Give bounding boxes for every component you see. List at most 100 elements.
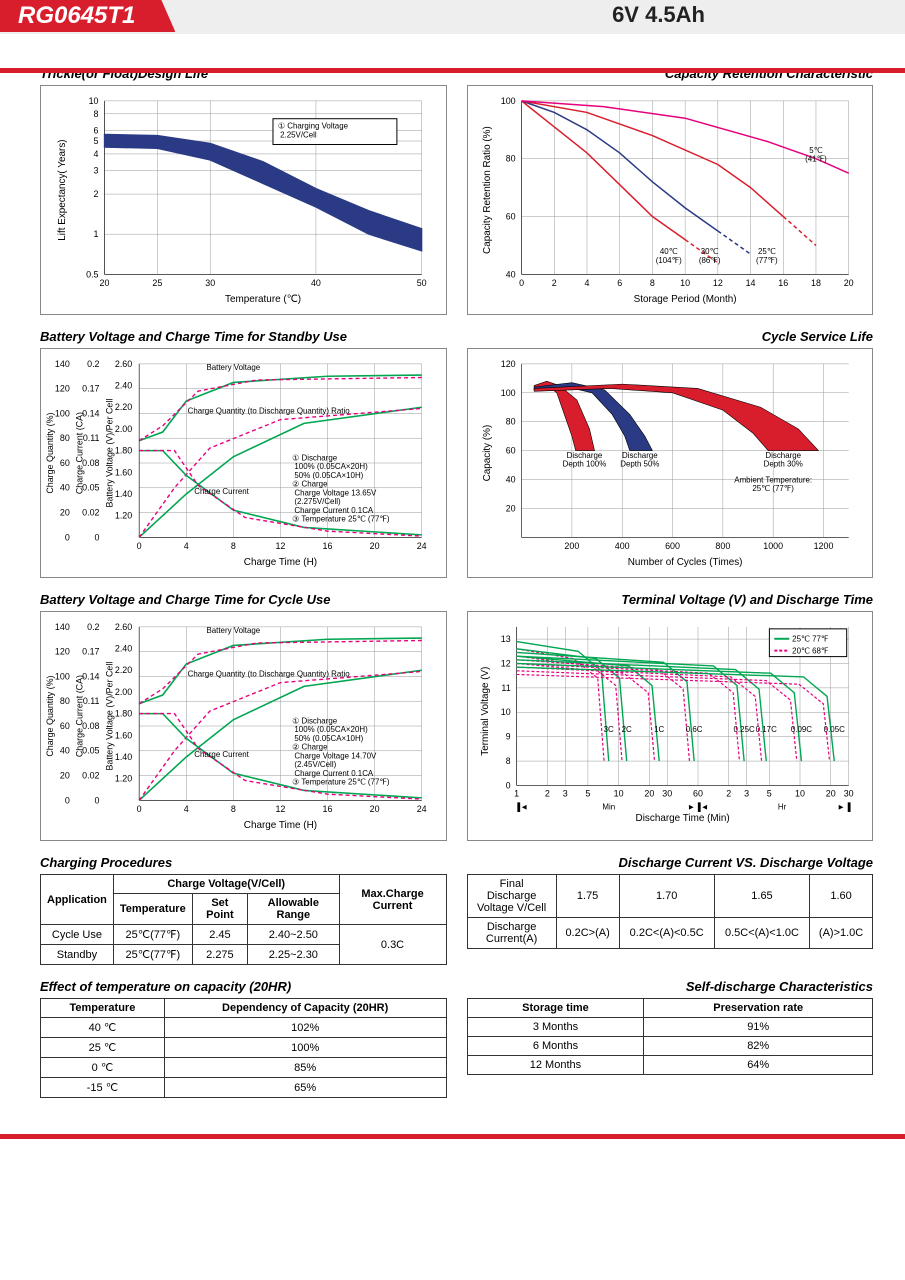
svg-text:0.17: 0.17: [82, 647, 99, 657]
svg-text:10: 10: [613, 788, 623, 798]
header-spec: 6V 4.5Ah: [612, 2, 705, 28]
svg-text:100: 100: [500, 96, 515, 106]
svg-text:3: 3: [562, 788, 567, 798]
svg-text:40: 40: [60, 483, 70, 493]
svg-text:1000: 1000: [763, 541, 783, 551]
svg-text:Capacity (%): Capacity (%): [481, 425, 492, 482]
svg-text:Hr: Hr: [777, 802, 786, 811]
svg-text:Terminal Voltage (V): Terminal Voltage (V): [479, 667, 490, 756]
header: RG0645T1 6V 4.5Ah: [0, 0, 905, 48]
svg-text:20: 20: [843, 278, 853, 288]
svg-text:0: 0: [519, 278, 524, 288]
svg-text:25: 25: [152, 278, 162, 288]
svg-text:1: 1: [514, 788, 519, 798]
svg-text:0.14: 0.14: [82, 408, 99, 418]
svg-text:0.08: 0.08: [82, 458, 99, 468]
svg-text:16: 16: [323, 541, 333, 551]
svg-text:2.60: 2.60: [115, 622, 132, 632]
svg-text:Number of Cycles (Times): Number of Cycles (Times): [627, 557, 742, 568]
svg-text:11: 11: [501, 683, 510, 693]
chart-title-discharge: Terminal Voltage (V) and Discharge Time: [467, 592, 874, 607]
svg-text:0.2: 0.2: [87, 359, 99, 369]
svg-text:0.05: 0.05: [82, 483, 99, 493]
chart-title-cyclelife: Cycle Service Life: [467, 329, 874, 344]
svg-text:0.11: 0.11: [83, 433, 100, 443]
svg-text:0: 0: [95, 532, 100, 542]
svg-text:5: 5: [94, 136, 99, 146]
svg-text:8: 8: [94, 109, 99, 119]
svg-text:10: 10: [795, 788, 805, 798]
svg-text:24: 24: [417, 804, 427, 814]
svg-text:9: 9: [505, 732, 510, 742]
svg-text:12: 12: [500, 658, 510, 668]
chart-trickle: 20253040500.5123456810Lift Expectancy( Y…: [40, 85, 447, 315]
svg-text:2: 2: [726, 788, 731, 798]
svg-text:►▐: ►▐: [837, 801, 851, 812]
svg-text:30: 30: [662, 788, 672, 798]
svg-text:0: 0: [95, 795, 100, 805]
table-title-charging: Charging Procedures: [40, 855, 447, 870]
svg-text:2.00: 2.00: [115, 687, 132, 697]
svg-text:1C: 1C: [654, 725, 664, 734]
svg-text:8: 8: [231, 541, 236, 551]
svg-text:0.09C: 0.09C: [790, 725, 811, 734]
svg-text:5: 5: [766, 788, 771, 798]
svg-text:120: 120: [500, 359, 515, 369]
svg-text:Battery Voltage (V)/Per Cell: Battery Voltage (V)/Per Cell: [104, 662, 114, 771]
svg-text:0.02: 0.02: [82, 508, 99, 518]
svg-text:0.05: 0.05: [82, 746, 99, 756]
svg-text:►▐◄: ►▐◄: [687, 801, 708, 812]
svg-text:40: 40: [505, 474, 515, 484]
svg-text:1.80: 1.80: [115, 709, 132, 719]
svg-text:60: 60: [60, 458, 70, 468]
svg-text:Charge Current: Charge Current: [194, 487, 249, 496]
svg-text:0: 0: [505, 780, 510, 790]
svg-text:100: 100: [55, 671, 70, 681]
model-badge: RG0645T1: [0, 0, 175, 32]
svg-text:5℃(41℉): 5℃(41℉): [805, 146, 827, 164]
svg-text:0.11: 0.11: [83, 696, 100, 706]
svg-text:13: 13: [500, 634, 510, 644]
svg-text:50: 50: [417, 278, 427, 288]
svg-text:6: 6: [94, 125, 99, 135]
chart-cycle: 0481216202400200.02400.05600.08800.11100…: [40, 611, 447, 841]
svg-text:12: 12: [275, 541, 285, 551]
svg-text:60: 60: [693, 788, 703, 798]
svg-text:120: 120: [55, 647, 70, 657]
svg-text:20: 20: [505, 503, 515, 513]
svg-text:0: 0: [65, 532, 70, 542]
svg-text:400: 400: [614, 541, 629, 551]
svg-text:Min: Min: [602, 802, 615, 811]
svg-text:120: 120: [55, 384, 70, 394]
svg-text:Charge Current (CA): Charge Current (CA): [75, 412, 85, 494]
svg-text:0.5: 0.5: [86, 269, 98, 279]
svg-text:40: 40: [505, 269, 515, 279]
svg-text:12: 12: [275, 804, 285, 814]
svg-text:20: 20: [60, 508, 70, 518]
svg-text:3C: 3C: [603, 725, 613, 734]
svg-text:6: 6: [617, 278, 622, 288]
svg-text:Charge Time (H): Charge Time (H): [244, 557, 317, 568]
table-self-discharge: Storage timePreservation rate3 Months91%…: [467, 998, 874, 1075]
svg-text:8: 8: [649, 278, 654, 288]
chart-discharge: 89101112130123510203060235102030MinHr25℃…: [467, 611, 874, 841]
chart-title-standby: Battery Voltage and Charge Time for Stan…: [40, 329, 447, 344]
svg-text:1.80: 1.80: [115, 446, 132, 456]
svg-text:2: 2: [94, 189, 99, 199]
svg-text:Battery Voltage: Battery Voltage: [206, 363, 260, 372]
svg-text:140: 140: [55, 622, 70, 632]
svg-text:800: 800: [715, 541, 730, 551]
svg-text:3: 3: [94, 166, 99, 176]
svg-text:Storage Period (Month): Storage Period (Month): [633, 294, 736, 305]
svg-text:2: 2: [551, 278, 556, 288]
svg-text:Temperature (℃): Temperature (℃): [225, 294, 301, 305]
table-title-self: Self-discharge Characteristics: [467, 979, 874, 994]
svg-text:14: 14: [745, 278, 755, 288]
svg-text:① Discharge 100% (0.05CA×2: ① Discharge 100% (0.05CA×20H) 50% (0.05C…: [292, 454, 390, 524]
svg-text:0.17: 0.17: [82, 384, 99, 394]
svg-text:16: 16: [778, 278, 788, 288]
svg-text:1.40: 1.40: [115, 752, 132, 762]
svg-text:0.02: 0.02: [82, 771, 99, 781]
svg-text:0.25C: 0.25C: [733, 725, 754, 734]
svg-text:12: 12: [712, 278, 722, 288]
